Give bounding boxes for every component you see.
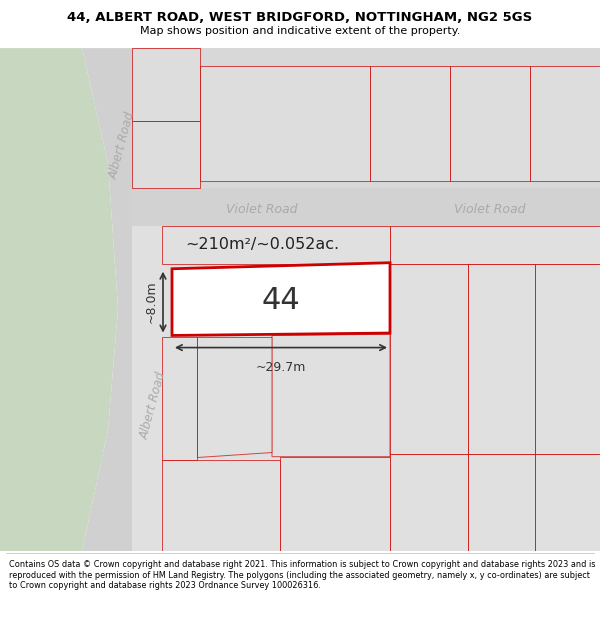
Polygon shape: [172, 262, 390, 336]
Text: Violet Road: Violet Road: [454, 203, 526, 216]
Polygon shape: [162, 461, 280, 551]
Polygon shape: [535, 454, 600, 551]
Bar: [530, 66, 600, 181]
Text: ~8.0m: ~8.0m: [145, 280, 158, 323]
Text: Contains OS data © Crown copyright and database right 2021. This information is : Contains OS data © Crown copyright and d…: [9, 560, 595, 590]
Text: ~210m²/~0.052ac.: ~210m²/~0.052ac.: [185, 237, 339, 252]
Text: Map shows position and indicative extent of the property.: Map shows position and indicative extent…: [140, 26, 460, 36]
Polygon shape: [197, 337, 272, 457]
Bar: [132, 226, 600, 551]
Text: Albert Road: Albert Road: [138, 371, 168, 441]
Bar: [132, 48, 200, 121]
Bar: [450, 66, 530, 181]
Bar: [132, 121, 200, 188]
Polygon shape: [390, 226, 600, 264]
Polygon shape: [162, 337, 197, 461]
Polygon shape: [468, 264, 535, 454]
Bar: [370, 48, 600, 187]
Text: Violet Road: Violet Road: [226, 203, 298, 216]
Polygon shape: [280, 457, 390, 551]
Bar: [200, 66, 370, 181]
Text: ~29.7m: ~29.7m: [256, 361, 306, 374]
Polygon shape: [272, 334, 390, 457]
Polygon shape: [390, 264, 468, 454]
Polygon shape: [468, 454, 535, 551]
Polygon shape: [535, 264, 600, 454]
Polygon shape: [82, 48, 172, 551]
Text: Albert Road: Albert Road: [107, 110, 137, 180]
Text: 44: 44: [262, 286, 301, 315]
Polygon shape: [390, 454, 468, 551]
Bar: [370, 66, 450, 181]
Polygon shape: [162, 226, 390, 264]
Bar: [132, 48, 370, 187]
Text: 44, ALBERT ROAD, WEST BRIDGFORD, NOTTINGHAM, NG2 5GS: 44, ALBERT ROAD, WEST BRIDGFORD, NOTTING…: [67, 11, 533, 24]
Bar: [132, 188, 600, 226]
Polygon shape: [0, 48, 118, 551]
